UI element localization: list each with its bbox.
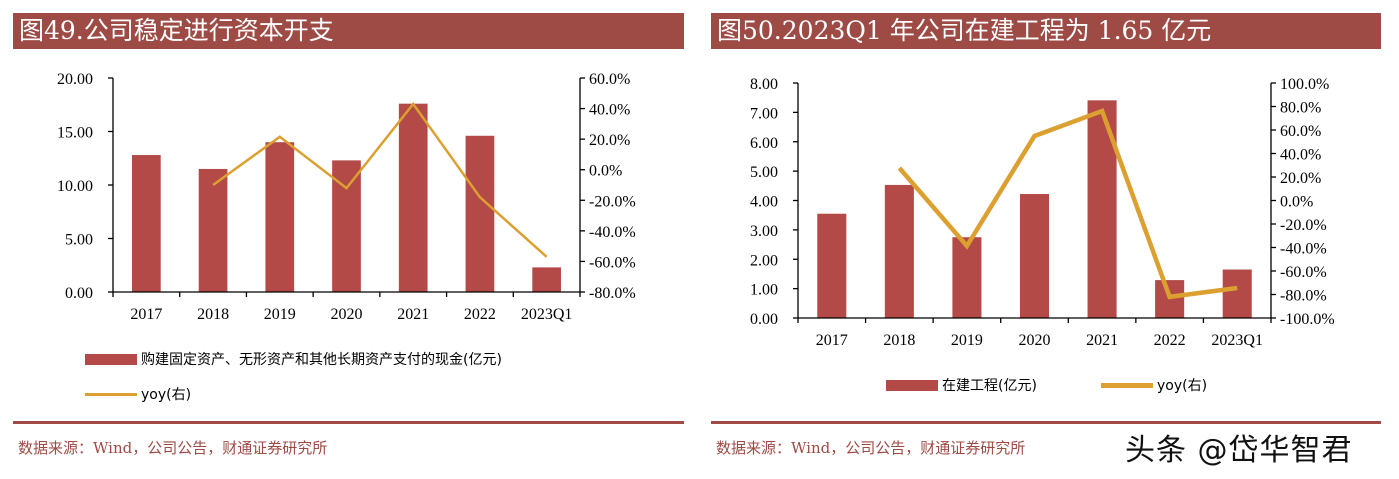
bar-2019: [265, 142, 295, 292]
x-tick-label: 2018: [883, 332, 915, 349]
chart1-divider: [13, 421, 684, 424]
bar-2020: [332, 160, 361, 292]
y2-tick-label: -80.0%: [589, 285, 636, 302]
y2-tick-label: -40.0%: [1280, 241, 1327, 258]
y-tick-label: 0.00: [750, 311, 778, 328]
chart2-divider: [711, 421, 1381, 424]
x-tick-label: 2018: [197, 306, 229, 323]
y2-tick-label: 0.0%: [1280, 194, 1313, 211]
x-tick-label: 2020: [331, 306, 363, 323]
y-tick-label: 8.00: [750, 76, 778, 93]
legend-bar-swatch: [85, 353, 137, 365]
y2-tick-label: -20.0%: [1280, 217, 1327, 234]
chart1-source: 数据来源：Wind，公司公告，财通证券研究所: [18, 439, 328, 457]
y2-tick-label: 40.0%: [1280, 147, 1321, 164]
x-tick-label: 2021: [1086, 332, 1118, 349]
y2-tick-label: 60.0%: [589, 71, 630, 88]
x-tick-label: 2017: [130, 306, 162, 323]
chart2-legend-bar: 在建工程(亿元): [886, 375, 1037, 395]
legend-line-label: yoy(右): [1157, 378, 1208, 394]
chart1-legend-bar: 购建固定资产、无形资产和其他长期资产支付的现金(亿元): [85, 349, 502, 369]
y-tick-label: 5.00: [65, 232, 93, 249]
y2-tick-label: 60.0%: [1280, 123, 1321, 140]
bar-2020: [1019, 194, 1050, 318]
legend-bar-label: 在建工程(亿元): [942, 378, 1037, 394]
chart2-source: 数据来源：Wind，公司公告，财通证券研究所: [716, 439, 1026, 457]
chart1-title: 图49.公司稳定进行资本开支: [13, 13, 684, 49]
y-tick-label: 7.00: [750, 105, 778, 122]
bar-2022: [465, 135, 495, 292]
watermark: 头条 @岱华智君: [1125, 433, 1353, 468]
bar-2018: [884, 184, 914, 318]
yoy-line: [212, 101, 548, 258]
bar-2017: [817, 213, 847, 318]
y-tick-label: 5.00: [750, 164, 778, 181]
y2-tick-label: -20.0%: [589, 193, 636, 210]
x-tick-label: 2020: [1019, 332, 1051, 349]
x-tick-label: 2019: [264, 306, 296, 323]
y-tick-label: 1.00: [750, 282, 778, 299]
legend-line-swatch: [1101, 382, 1153, 388]
x-tick-label: 2023Q1: [521, 306, 573, 323]
y2-tick-label: -80.0%: [1280, 288, 1327, 305]
y-tick-label: 20.00: [57, 71, 93, 88]
y2-tick-label: 20.0%: [589, 132, 630, 149]
x-tick-label: 2019: [951, 332, 983, 349]
bar-2018: [198, 168, 228, 292]
y2-tick-label: -60.0%: [589, 254, 636, 271]
y2-tick-label: 100.0%: [1280, 76, 1329, 93]
chart1-legend-line: yoy(右): [85, 384, 191, 404]
yoy-line: [897, 108, 1238, 300]
x-tick-label: 2021: [397, 306, 429, 323]
y2-tick-label: 20.0%: [1280, 170, 1321, 187]
y-tick-label: 4.00: [750, 194, 778, 211]
bar-2017: [132, 155, 161, 292]
y-tick-label: 0.00: [65, 285, 93, 302]
y2-tick-label: -60.0%: [1280, 264, 1327, 281]
chart2-title: 图50.2023Q1 年公司在建工程为 1.65 亿元: [711, 13, 1381, 49]
y2-tick-label: 0.0%: [589, 163, 622, 180]
y2-tick-label: 80.0%: [1280, 100, 1321, 117]
x-tick-label: 2022: [1154, 332, 1186, 349]
bar-2023Q1: [532, 267, 561, 292]
legend-bar-label: 购建固定资产、无形资产和其他长期资产支付的现金(亿元): [141, 352, 502, 368]
y2-tick-label: -100.0%: [1280, 311, 1335, 328]
legend-bar-swatch: [886, 379, 938, 391]
y2-tick-label: 40.0%: [589, 102, 630, 119]
legend-line-label: yoy(右): [141, 387, 192, 403]
x-tick-label: 2023Q1: [1211, 332, 1263, 349]
bar-2023Q1: [1222, 269, 1252, 318]
y-tick-label: 15.00: [57, 125, 93, 142]
y-tick-label: 3.00: [750, 223, 778, 240]
y-tick-label: 2.00: [750, 252, 778, 269]
y-tick-label: 6.00: [750, 135, 778, 152]
chart1-plot: 2017 2018 2019 2020 2021 2022 2023Q1 0.00 5.00 10…: [57, 71, 636, 323]
chart2-legend-line: yoy(右): [1101, 375, 1207, 395]
bar-2019: [952, 237, 982, 318]
bar-2021: [398, 103, 428, 293]
y2-tick-label: -40.0%: [589, 224, 636, 241]
y-tick-label: 10.00: [57, 178, 93, 195]
legend-line-swatch: [85, 392, 137, 396]
x-tick-label: 2022: [464, 306, 496, 323]
x-tick-label: 2017: [816, 332, 848, 349]
